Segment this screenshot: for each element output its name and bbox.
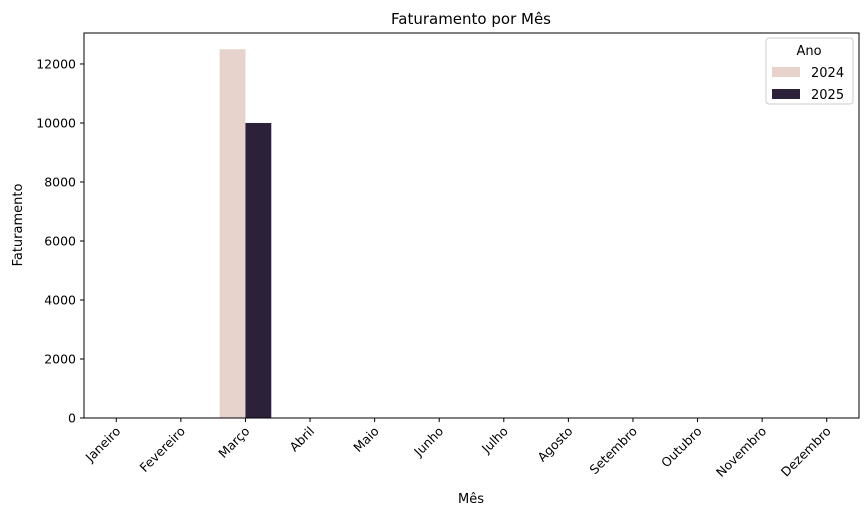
x-axis-label: Mês bbox=[458, 492, 484, 507]
legend-items: 2024 2025 bbox=[772, 66, 844, 103]
y-tick-label: 12000 bbox=[36, 56, 76, 71]
legend-swatch-2024 bbox=[772, 67, 800, 77]
x-tick-label: Agosto bbox=[534, 424, 575, 465]
legend: Ano 2024 2025 bbox=[765, 37, 854, 105]
x-tick-label: Julho bbox=[478, 424, 511, 457]
legend-swatch-2025 bbox=[772, 89, 800, 99]
y-tick-label: 0 bbox=[68, 411, 76, 426]
x-tick-label: Novembro bbox=[713, 424, 769, 480]
chart-title: Faturamento por Mês bbox=[391, 10, 551, 28]
x-tick-label: Dezembro bbox=[778, 424, 834, 480]
x-tick-label: Junho bbox=[410, 424, 446, 460]
x-tick-label: Outubro bbox=[658, 424, 705, 471]
bar-2025-2 bbox=[245, 122, 272, 419]
bar-2024-2 bbox=[219, 49, 246, 419]
legend-title: Ano bbox=[796, 44, 821, 59]
y-tick-label: 2000 bbox=[44, 351, 76, 366]
y-tick-label: 4000 bbox=[44, 292, 76, 307]
y-tick-label: 8000 bbox=[44, 174, 76, 189]
legend-label-2025: 2025 bbox=[811, 88, 844, 103]
plot-area bbox=[83, 32, 860, 419]
y-tick-label: 10000 bbox=[36, 115, 76, 130]
legend-box bbox=[765, 37, 854, 105]
y-tick-label: 6000 bbox=[44, 233, 76, 248]
x-tick-label: Maio bbox=[350, 424, 382, 456]
x-axis: Janeiro Fevereiro Março Abril Maio Junho Julho… bbox=[82, 418, 834, 480]
y-axis: 0 2000 4000 6000 8000 10000 12000 bbox=[36, 56, 84, 426]
legend-label-2024: 2024 bbox=[811, 66, 844, 81]
x-tick-label: Março bbox=[215, 424, 252, 461]
x-tick-label: Abril bbox=[286, 424, 317, 455]
bars-layer bbox=[219, 49, 272, 419]
x-tick-label: Janeiro bbox=[82, 424, 124, 466]
x-tick-label: Fevereiro bbox=[136, 424, 187, 475]
y-axis-label: Faturamento bbox=[11, 184, 26, 267]
x-tick-label: Setembro bbox=[586, 424, 640, 478]
